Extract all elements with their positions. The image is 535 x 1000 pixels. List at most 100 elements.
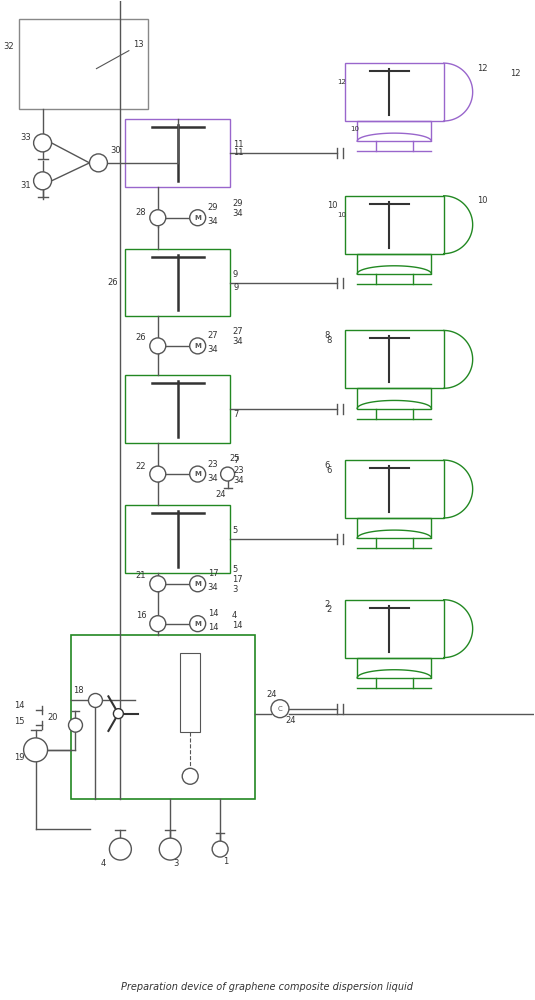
Text: 16: 16	[136, 611, 147, 620]
Circle shape	[182, 768, 198, 784]
Text: 5: 5	[232, 565, 238, 574]
Text: 10: 10	[327, 201, 338, 210]
Bar	[357, 658, 431, 678]
Circle shape	[150, 466, 166, 482]
Text: 14: 14	[232, 621, 242, 630]
Bar	[357, 121, 431, 141]
Text: 28: 28	[136, 208, 147, 217]
Text: 17: 17	[232, 575, 243, 584]
Text: 26: 26	[108, 278, 118, 287]
Text: 29: 29	[232, 199, 242, 208]
Circle shape	[24, 738, 48, 762]
Bar	[357, 518, 431, 538]
Text: 14: 14	[208, 623, 218, 632]
Text: 19: 19	[14, 753, 24, 762]
Text: 29: 29	[208, 203, 218, 212]
Circle shape	[150, 210, 166, 226]
Text: 34: 34	[233, 476, 244, 485]
Text: 23: 23	[233, 466, 244, 475]
Text: 3: 3	[232, 585, 238, 594]
Circle shape	[150, 338, 166, 354]
Circle shape	[68, 718, 82, 732]
Bar	[345, 460, 444, 518]
Text: 34: 34	[208, 583, 218, 592]
Circle shape	[113, 709, 124, 719]
Text: 17: 17	[208, 569, 218, 578]
Bar	[125, 375, 230, 443]
Text: 27: 27	[232, 327, 243, 336]
Text: 8: 8	[327, 336, 332, 345]
Text: 22: 22	[136, 462, 147, 471]
Text: 13: 13	[133, 40, 143, 49]
Text: 14: 14	[208, 609, 218, 618]
Text: M: M	[194, 471, 201, 477]
Circle shape	[150, 616, 166, 632]
Text: 21: 21	[136, 571, 147, 580]
Circle shape	[110, 838, 132, 860]
Text: 7: 7	[233, 410, 239, 419]
Circle shape	[190, 616, 205, 632]
Text: 12: 12	[510, 69, 521, 78]
Circle shape	[190, 576, 205, 592]
Text: 26: 26	[136, 333, 147, 342]
Text: 10: 10	[477, 196, 487, 205]
Circle shape	[34, 134, 51, 152]
Text: 11: 11	[233, 140, 243, 149]
Circle shape	[212, 841, 228, 857]
Text: 30: 30	[110, 146, 121, 155]
Text: 34: 34	[232, 337, 243, 346]
Text: 18: 18	[73, 686, 84, 695]
Bar	[19, 19, 148, 109]
Text: 14: 14	[14, 701, 24, 710]
Bar	[357, 388, 431, 409]
Text: 33: 33	[21, 133, 32, 142]
Circle shape	[88, 693, 102, 707]
Text: Preparation device of graphene composite dispersion liquid: Preparation device of graphene composite…	[121, 982, 413, 992]
Circle shape	[220, 467, 234, 481]
Bar	[125, 249, 230, 316]
Text: M: M	[194, 215, 201, 221]
Text: 23: 23	[208, 460, 218, 469]
Text: 4: 4	[101, 859, 106, 868]
Text: 24: 24	[285, 716, 295, 725]
Text: 5: 5	[232, 526, 238, 535]
Text: 12: 12	[477, 64, 487, 73]
Text: 34: 34	[208, 217, 218, 226]
Bar	[180, 653, 200, 732]
Bar	[345, 196, 444, 254]
Text: 24: 24	[266, 690, 277, 699]
Text: M: M	[194, 581, 201, 587]
Text: 9: 9	[232, 270, 238, 279]
Text: 34: 34	[232, 209, 243, 218]
Text: 34: 34	[208, 345, 218, 354]
Circle shape	[89, 154, 108, 172]
Text: 27: 27	[208, 331, 218, 340]
Text: M: M	[194, 621, 201, 627]
Text: 25: 25	[230, 454, 240, 463]
Text: 10: 10	[350, 126, 359, 132]
Text: 10: 10	[337, 212, 346, 218]
Circle shape	[150, 576, 166, 592]
Text: 4: 4	[232, 611, 238, 620]
Text: M: M	[194, 343, 201, 349]
Circle shape	[190, 466, 205, 482]
Bar	[345, 63, 444, 121]
Bar	[71, 635, 255, 799]
Text: 7: 7	[233, 456, 239, 465]
Bar	[125, 119, 230, 187]
Circle shape	[271, 700, 289, 718]
Bar	[345, 330, 444, 388]
Circle shape	[190, 338, 205, 354]
Bar	[357, 254, 431, 274]
Text: 32: 32	[4, 42, 14, 51]
Text: 12: 12	[337, 79, 346, 85]
Text: 8: 8	[325, 331, 330, 340]
Circle shape	[159, 838, 181, 860]
Text: 2: 2	[327, 605, 332, 614]
Text: 6: 6	[327, 466, 332, 475]
Circle shape	[190, 210, 205, 226]
Text: 1: 1	[223, 857, 228, 866]
Text: 15: 15	[14, 717, 24, 726]
Bar	[125, 505, 230, 573]
Circle shape	[34, 172, 51, 190]
